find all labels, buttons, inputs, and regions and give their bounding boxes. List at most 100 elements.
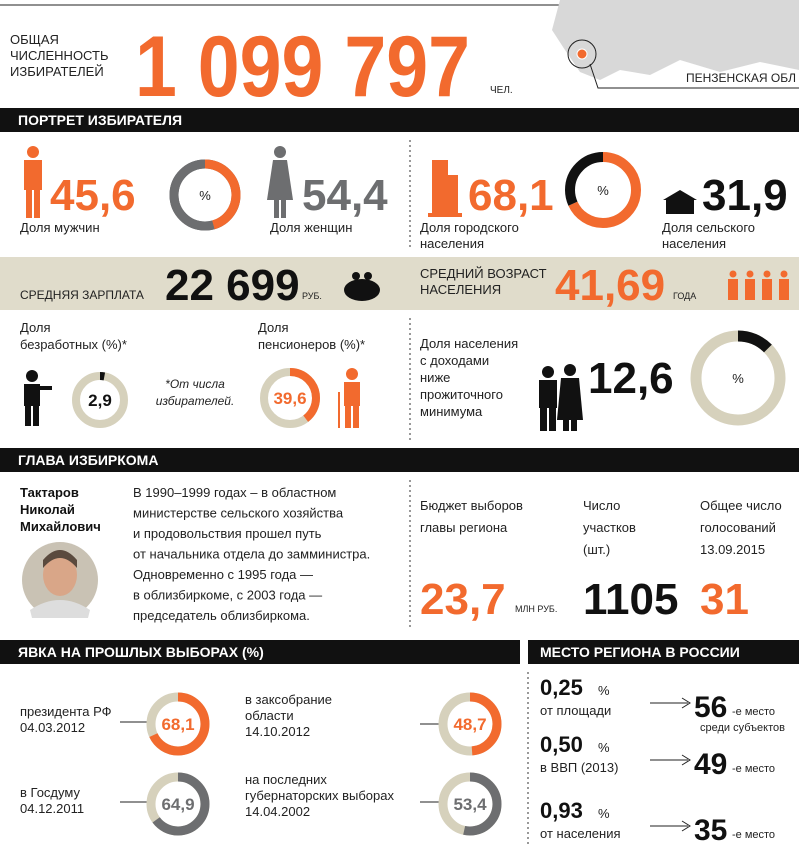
text-line: в облизбиркоме, с 2003 года — — [133, 588, 322, 603]
donut-arc — [169, 159, 241, 231]
section-title: ПОРТРЕТ ИЗБИРАТЕЛЯ — [18, 112, 182, 128]
text-line: от начальника отдела до замминистра. — [133, 547, 370, 562]
unit: -е место — [732, 706, 775, 718]
map-region — [576, 48, 588, 60]
purse-icon — [344, 272, 380, 301]
label: Доля женщин — [270, 220, 352, 235]
label: от населения — [540, 826, 621, 841]
text-line: президента РФ — [20, 704, 112, 719]
text-line: безработных (%)* — [20, 337, 127, 352]
donut-arc — [438, 692, 502, 756]
headline-number: 1 099 797 — [135, 19, 470, 115]
text-line: председатель облизбиркома. — [133, 608, 310, 623]
region-label: ПЕНЗЕНСКАЯ ОБЛ — [686, 71, 796, 85]
text-line: пенсионеров (%)* — [258, 337, 365, 352]
value: 56 — [694, 691, 727, 724]
house-icon — [663, 190, 697, 214]
text-line: населения — [662, 236, 726, 251]
woman-icon — [267, 146, 293, 218]
value: 1105 — [583, 575, 678, 624]
couple-icon — [539, 364, 583, 431]
text-line: прожиточного — [420, 387, 503, 402]
text-line: Михайлович — [20, 519, 101, 534]
band — [0, 257, 799, 310]
text-line: губернаторских выборах — [245, 788, 394, 803]
callout-line — [589, 63, 799, 89]
label: Доля мужчин — [20, 220, 100, 235]
label: в ВВП (2013) — [540, 760, 618, 775]
text-line: 13.09.2015 — [700, 542, 765, 557]
text-line: в заксобрание — [245, 692, 332, 707]
value: 23,7 — [420, 575, 506, 624]
value: 64,9 — [161, 795, 194, 814]
value: 54,4 — [302, 171, 388, 220]
text-line: Николай — [20, 502, 75, 517]
unit: % — [598, 806, 610, 821]
value: 22 699 — [165, 261, 300, 310]
text-line: ИЗБИРАТЕЛЕЙ — [10, 64, 104, 79]
text-line: НАСЕЛЕНИЯ — [420, 282, 501, 297]
text-line: минимума — [420, 404, 483, 419]
unit: МЛН РУБ. — [515, 604, 557, 614]
portrait-photo — [22, 542, 98, 618]
section-bar — [0, 640, 520, 664]
donut-arc — [565, 152, 641, 228]
symbol: % — [597, 183, 609, 198]
value: 68,1 — [468, 171, 554, 220]
note: избирателей. — [156, 394, 235, 408]
value: 31,9 — [702, 171, 788, 220]
section-title: МЕСТО РЕГИОНА В РОССИИ — [540, 644, 740, 660]
section-bar — [0, 448, 799, 472]
text-line: Доля сельского — [662, 220, 755, 235]
text-line: области — [245, 708, 294, 723]
text-line: Бюджет выборов — [420, 498, 523, 513]
text-line: Доля городского — [420, 220, 519, 235]
donut-arc — [690, 330, 786, 426]
value: 53,4 — [453, 795, 487, 814]
value: 48,7 — [453, 715, 486, 734]
text-line: участков — [583, 520, 636, 535]
building-icon — [428, 160, 462, 217]
section-title: ЯВКА НА ПРОШЛЫХ ВЫБОРАХ (%) — [18, 644, 264, 660]
value: 35 — [694, 814, 727, 845]
text-line: и продовольствия прошел путь — [133, 526, 322, 541]
text-line: с доходами — [420, 353, 489, 368]
section-bar — [0, 108, 799, 132]
text-line: Общее число — [700, 498, 782, 513]
speaker-icon — [24, 370, 52, 426]
arrows — [120, 697, 691, 832]
donut-arc — [260, 368, 320, 428]
value: 2,9 — [88, 391, 112, 410]
donut-arc — [438, 772, 502, 836]
text-line: Доля — [258, 320, 289, 335]
symbol: % — [732, 371, 744, 386]
text-line: 04.03.2012 — [20, 720, 85, 735]
value: 49 — [694, 748, 727, 781]
text-line: 14.10.2012 — [245, 724, 310, 739]
text-line: Доля населения — [420, 336, 518, 351]
text-line: голосований — [700, 520, 776, 535]
text-line: Доля — [20, 320, 51, 335]
text-line: 14.04.2002 — [245, 804, 310, 819]
unit: -е место — [732, 763, 775, 775]
label: от площади — [540, 703, 611, 718]
value: 68,1 — [161, 715, 194, 734]
value: 31 — [700, 575, 749, 624]
unit: % — [598, 683, 610, 698]
label: СРЕДНЯЯ ЗАРПЛАТА — [20, 288, 144, 302]
text-line: ЧИСЛЕННОСТЬ — [10, 48, 108, 63]
elder-icon — [338, 368, 360, 428]
text-line: 04.12.2011 — [20, 801, 84, 816]
map-callout — [567, 39, 597, 69]
man-icon — [24, 146, 42, 218]
text-line: Одновременно с 1995 года — — [133, 567, 313, 582]
text-line: ОБЩАЯ — [10, 32, 59, 47]
donut-arc — [146, 692, 210, 756]
value: 0,25 — [540, 675, 583, 700]
text-line: главы региона — [420, 520, 508, 535]
text-line: СРЕДНИЙ ВОЗРАСТ — [420, 266, 547, 281]
value: 12,6 — [588, 354, 674, 403]
people-icon — [728, 270, 789, 300]
donut-arc — [72, 372, 128, 428]
